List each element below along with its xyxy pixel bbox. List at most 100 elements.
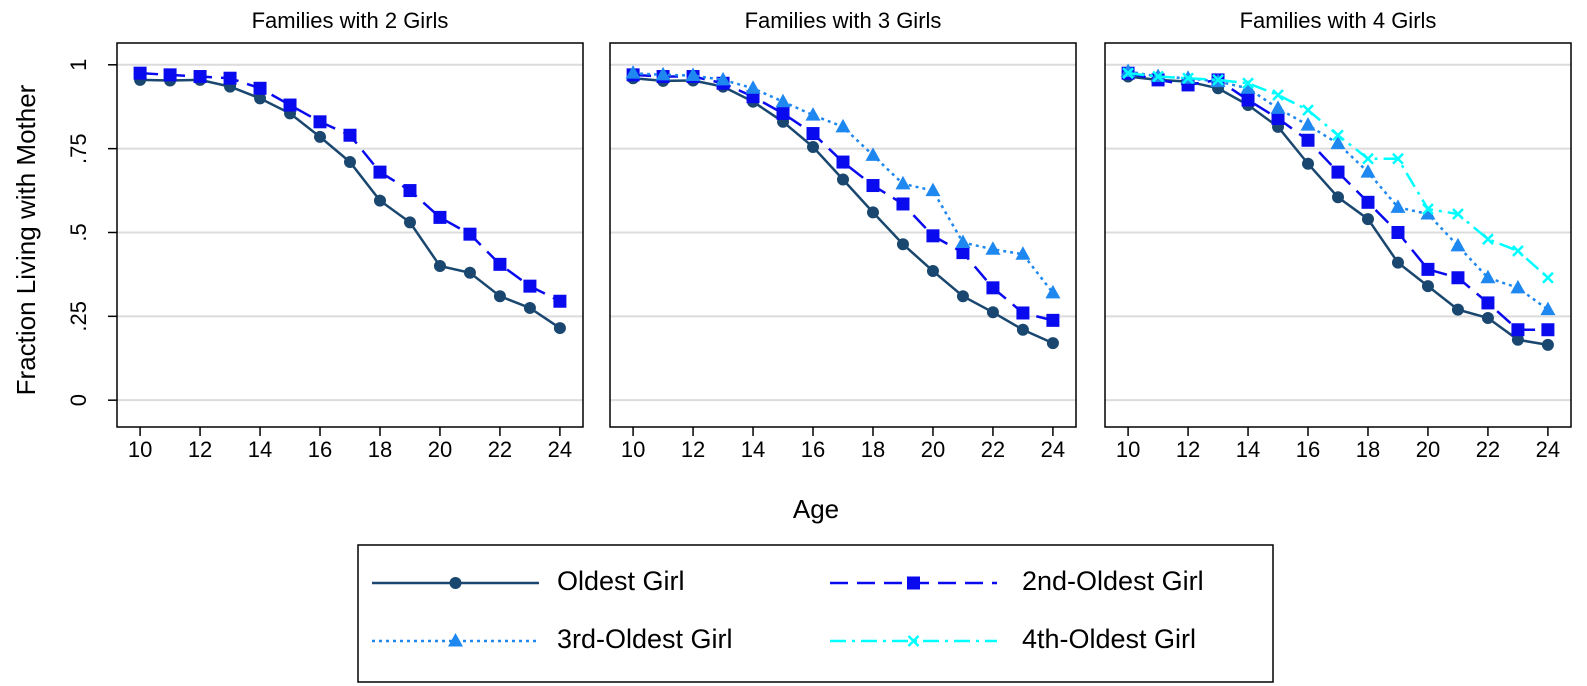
marker	[1391, 256, 1404, 269]
x-tick-label: 24	[1536, 437, 1560, 462]
x-tick-label: 12	[1176, 437, 1200, 462]
marker	[553, 322, 566, 335]
x-tick-label: 10	[621, 437, 645, 462]
plot-border	[116, 42, 584, 428]
panel-title: Families with 3 Girls	[745, 8, 942, 33]
marker	[1392, 152, 1404, 165]
x-tick-label: 16	[1296, 437, 1320, 462]
marker	[493, 257, 507, 271]
marker	[1046, 313, 1060, 327]
series-line	[633, 73, 1054, 322]
marker	[193, 70, 207, 84]
marker	[685, 67, 701, 82]
marker	[373, 165, 387, 179]
legend-label: Oldest Girl	[557, 566, 685, 596]
x-tick-label: 22	[981, 437, 1005, 462]
marker	[1016, 323, 1029, 336]
marker	[223, 71, 237, 85]
marker	[956, 290, 969, 303]
legend-label: 2nd-Oldest Girl	[1022, 566, 1204, 596]
marker	[523, 301, 536, 314]
marker	[1045, 284, 1061, 299]
marker	[956, 246, 970, 260]
marker	[1541, 338, 1554, 351]
marker	[1512, 245, 1524, 257]
marker	[866, 206, 879, 219]
marker	[776, 106, 790, 120]
panel-title: Families with 4 Girls	[1240, 8, 1437, 33]
marker	[1016, 306, 1030, 320]
marker	[1212, 74, 1224, 86]
marker	[1332, 191, 1344, 204]
marker	[1330, 135, 1346, 150]
marker	[866, 179, 880, 193]
marker	[163, 68, 177, 82]
marker	[715, 71, 731, 86]
x-tick-label: 22	[488, 437, 512, 462]
marker	[1511, 333, 1524, 346]
marker	[433, 210, 447, 224]
marker	[806, 127, 820, 141]
x-tick-label: 20	[921, 437, 945, 462]
y-tick-label: .25	[66, 301, 91, 332]
marker	[926, 265, 939, 278]
marker	[986, 281, 1000, 295]
marker	[449, 577, 462, 589]
x-tick-label: 10	[1116, 437, 1140, 462]
marker	[314, 130, 327, 143]
y-tick-label: .75	[66, 133, 91, 164]
marker	[1272, 89, 1284, 101]
marker	[1361, 195, 1375, 209]
plot-frame	[117, 43, 583, 427]
plot-border	[609, 42, 1077, 428]
marker	[955, 234, 971, 249]
marker	[986, 306, 999, 319]
marker	[1541, 323, 1555, 337]
marker	[1332, 129, 1344, 142]
marker	[253, 81, 267, 95]
marker	[1240, 80, 1256, 94]
marker	[1422, 203, 1434, 215]
marker	[1451, 271, 1465, 285]
legend-label: 4th-Oldest Girl	[1022, 624, 1196, 654]
marker	[313, 115, 327, 129]
marker	[1046, 337, 1059, 350]
marker	[896, 197, 910, 211]
marker	[493, 290, 506, 303]
marker	[985, 241, 1001, 255]
x-tick-label: 14	[741, 437, 765, 462]
marker	[895, 175, 911, 190]
marker	[1481, 296, 1495, 310]
x-axis-label: Age	[793, 494, 839, 524]
marker	[807, 140, 820, 153]
marker	[1450, 237, 1466, 252]
marker	[925, 182, 941, 197]
marker	[1122, 67, 1134, 80]
x-tick-label: 16	[801, 437, 825, 462]
marker	[896, 238, 909, 251]
x-tick-label: 18	[368, 437, 392, 462]
marker	[907, 576, 920, 590]
legend-label: 3rd-Oldest Girl	[557, 624, 733, 654]
marker	[926, 229, 940, 243]
marker	[1301, 133, 1315, 147]
marker	[1451, 303, 1464, 316]
plot-frame	[610, 43, 1076, 427]
x-tick-label: 10	[128, 437, 152, 462]
marker	[1015, 246, 1031, 260]
marker	[1152, 70, 1164, 83]
x-tick-label: 22	[1476, 437, 1500, 462]
x-tick-label: 14	[1236, 437, 1260, 462]
marker	[836, 155, 850, 169]
y-tick-label: 1	[66, 59, 91, 71]
marker	[463, 266, 476, 279]
panel-title: Families with 2 Girls	[252, 8, 449, 33]
marker	[1390, 199, 1406, 213]
marker	[403, 216, 416, 229]
x-tick-label: 14	[248, 437, 272, 462]
marker	[1420, 206, 1436, 220]
x-tick-label: 18	[861, 437, 885, 462]
marker	[1182, 72, 1194, 85]
marker	[254, 92, 267, 105]
marker	[1302, 157, 1315, 170]
